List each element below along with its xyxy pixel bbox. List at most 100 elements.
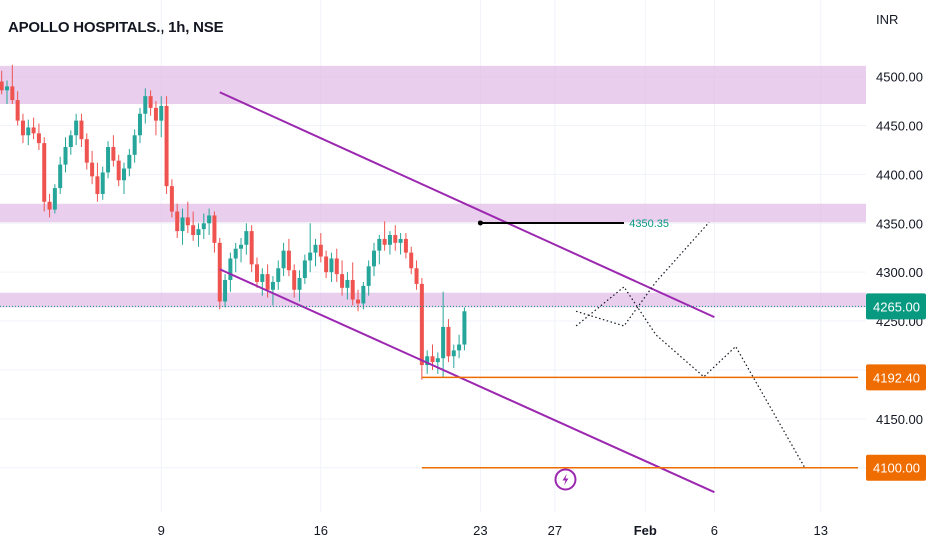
x-tick-label: 13 bbox=[814, 523, 828, 538]
candle bbox=[350, 279, 355, 300]
candle bbox=[297, 278, 302, 290]
support-price-badge: 4100.00 bbox=[873, 461, 920, 476]
candle bbox=[196, 229, 201, 236]
candle bbox=[63, 147, 68, 165]
support-price-badge-bg bbox=[866, 364, 926, 391]
candle bbox=[15, 100, 20, 121]
candle bbox=[47, 201, 52, 210]
last-price-badge: 4265.00 bbox=[873, 299, 920, 314]
candle bbox=[84, 139, 89, 163]
candle bbox=[281, 250, 286, 269]
candle bbox=[340, 274, 345, 288]
candle bbox=[10, 86, 15, 101]
candle bbox=[180, 217, 185, 232]
chart-title: APOLLO HOSPITALS., 1h, NSE bbox=[8, 19, 224, 36]
candle bbox=[361, 285, 366, 304]
candle bbox=[79, 120, 84, 140]
candle bbox=[398, 238, 403, 243]
candle bbox=[425, 356, 430, 366]
resistance-zone bbox=[0, 292, 866, 308]
candle bbox=[169, 186, 174, 212]
candle bbox=[414, 268, 419, 284]
candle bbox=[201, 223, 206, 230]
candle bbox=[52, 188, 57, 210]
candle bbox=[20, 120, 25, 136]
candle bbox=[26, 127, 31, 136]
candle bbox=[233, 248, 238, 259]
candle bbox=[244, 231, 249, 245]
candle bbox=[95, 176, 100, 194]
target-line-anchor bbox=[477, 220, 483, 226]
candle bbox=[462, 311, 467, 345]
candle bbox=[5, 86, 9, 91]
candle bbox=[457, 344, 462, 351]
candle bbox=[143, 96, 148, 114]
candle bbox=[127, 154, 132, 169]
candle bbox=[270, 281, 275, 290]
candle bbox=[175, 211, 180, 232]
candle bbox=[254, 264, 259, 282]
channel-upper-line bbox=[219, 91, 715, 319]
candle bbox=[377, 238, 382, 251]
candle bbox=[249, 231, 254, 265]
candle bbox=[42, 143, 47, 202]
candle bbox=[212, 215, 217, 243]
x-tick-label: 23 bbox=[473, 523, 487, 538]
x-tick-label: 27 bbox=[548, 523, 562, 538]
candle bbox=[286, 250, 291, 271]
candle bbox=[451, 350, 456, 357]
candle bbox=[334, 258, 339, 275]
x-tick-label: 9 bbox=[158, 523, 165, 538]
candle bbox=[31, 127, 36, 134]
currency-label: INR bbox=[876, 12, 899, 27]
candle bbox=[403, 238, 408, 253]
lightning-glyph bbox=[562, 473, 569, 486]
candle bbox=[100, 172, 105, 194]
candle bbox=[111, 147, 116, 161]
y-tick-label: 4150.00 bbox=[876, 412, 923, 427]
candle bbox=[58, 164, 63, 189]
candle bbox=[132, 135, 137, 155]
channel-lower-line bbox=[219, 268, 715, 494]
candle bbox=[137, 113, 142, 136]
candle bbox=[430, 356, 435, 363]
candle bbox=[191, 225, 196, 236]
candle bbox=[36, 133, 41, 144]
candle bbox=[164, 105, 169, 187]
candle bbox=[239, 244, 244, 249]
candle bbox=[371, 250, 376, 267]
support-price-badge: 4192.40 bbox=[873, 370, 920, 385]
candle bbox=[302, 260, 307, 279]
target-label: 4350.35 bbox=[629, 218, 669, 230]
candle bbox=[148, 96, 153, 108]
candle bbox=[217, 242, 222, 302]
candle bbox=[207, 215, 212, 224]
candle bbox=[276, 268, 281, 282]
candle bbox=[318, 244, 323, 257]
candle bbox=[387, 235, 392, 245]
y-tick-label: 4450.00 bbox=[876, 119, 923, 134]
y-tick-label: 4500.00 bbox=[876, 70, 923, 85]
candle bbox=[329, 258, 334, 273]
candle bbox=[382, 238, 387, 245]
candle bbox=[292, 270, 297, 290]
candle bbox=[0, 81, 4, 91]
candle bbox=[366, 266, 371, 286]
candle bbox=[74, 120, 79, 136]
candle bbox=[228, 258, 233, 280]
y-tick-label: 4300.00 bbox=[876, 265, 923, 280]
x-tick-label: 6 bbox=[711, 523, 718, 538]
candle bbox=[313, 244, 318, 253]
candle bbox=[223, 279, 228, 302]
candle bbox=[324, 256, 329, 273]
candle bbox=[116, 160, 121, 181]
candle bbox=[106, 147, 111, 173]
resistance-zone bbox=[0, 203, 866, 223]
x-tick-label: 16 bbox=[314, 523, 328, 538]
candle bbox=[393, 235, 398, 243]
candle bbox=[419, 283, 424, 366]
candle bbox=[260, 274, 265, 282]
candle bbox=[159, 105, 164, 121]
candle bbox=[122, 168, 127, 181]
